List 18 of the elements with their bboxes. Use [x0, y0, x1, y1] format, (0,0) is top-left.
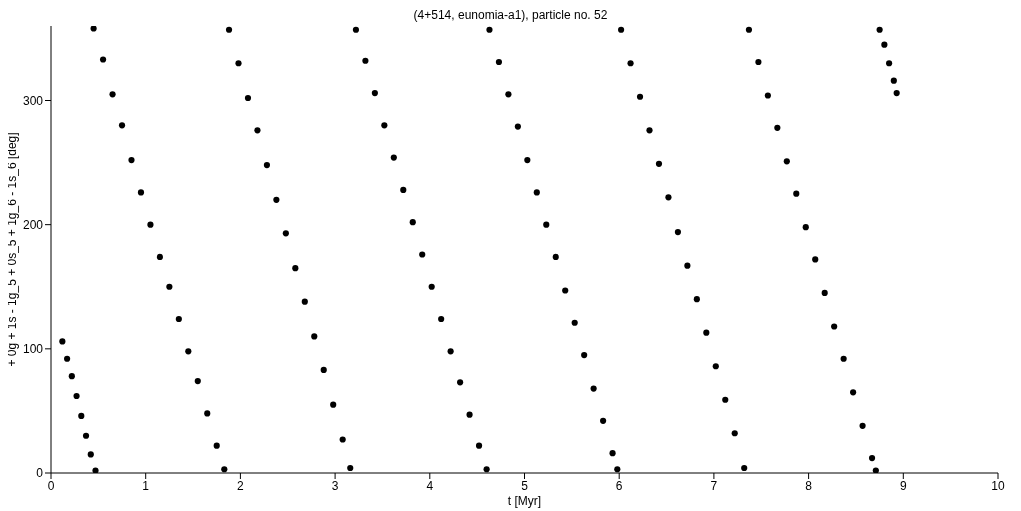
y-tick-label: 0 — [36, 466, 44, 481]
y-tick-label: 100 — [22, 342, 44, 357]
y-axis-title: + 0g + 1s - 1g_5 + 0s_5 + 1g_6 - 1s_6 [deg] — [5, 132, 20, 367]
x-tick-label: 7 — [710, 478, 718, 493]
x-tick-label: 0 — [47, 478, 55, 493]
x-tick-label: 6 — [615, 478, 623, 493]
y-tick-label: 200 — [22, 217, 44, 232]
x-tick-label: 10 — [991, 478, 1005, 493]
x-tick-label: 4 — [426, 478, 434, 493]
x-axis-title: t [Myr] — [507, 494, 542, 508]
y-tick-label: 300 — [22, 93, 44, 108]
chart-title: (4+514, eunomia-a1), particle no. 52 — [412, 8, 609, 24]
x-tick-label: 1 — [142, 478, 150, 493]
x-tick-label: 2 — [237, 478, 245, 493]
x-tick-label: 5 — [521, 478, 529, 493]
x-tick-label: 8 — [805, 478, 813, 493]
x-tick-label: 3 — [331, 478, 339, 493]
x-tick-label: 9 — [899, 478, 907, 493]
